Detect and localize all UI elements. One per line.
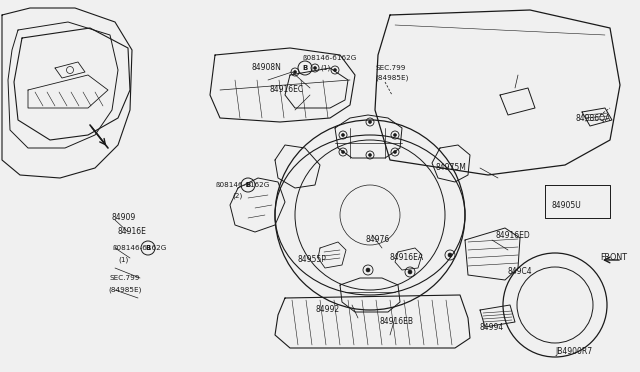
Circle shape bbox=[314, 67, 317, 70]
Text: 84975M: 84975M bbox=[435, 164, 466, 173]
Circle shape bbox=[448, 253, 452, 257]
Circle shape bbox=[369, 154, 371, 157]
Text: 84986QA: 84986QA bbox=[575, 113, 611, 122]
Text: ß08146-6162G: ß08146-6162G bbox=[215, 182, 269, 188]
Text: 84955P: 84955P bbox=[298, 256, 327, 264]
Text: 84992: 84992 bbox=[315, 305, 339, 314]
Circle shape bbox=[408, 270, 412, 274]
Circle shape bbox=[366, 268, 370, 272]
Text: (1): (1) bbox=[118, 257, 128, 263]
Text: JB4900R7: JB4900R7 bbox=[555, 347, 592, 356]
Text: FRONT: FRONT bbox=[600, 253, 627, 263]
Text: 84916EB: 84916EB bbox=[380, 317, 414, 327]
Text: (1): (1) bbox=[320, 65, 330, 71]
Text: 84908N: 84908N bbox=[252, 64, 282, 73]
Text: SEC.799: SEC.799 bbox=[110, 275, 140, 281]
Circle shape bbox=[394, 134, 397, 137]
Text: 84916E: 84916E bbox=[118, 228, 147, 237]
Circle shape bbox=[369, 121, 371, 124]
Text: 84905U: 84905U bbox=[552, 201, 582, 209]
Circle shape bbox=[342, 151, 344, 154]
Text: (84985E): (84985E) bbox=[375, 75, 408, 81]
Text: 84994: 84994 bbox=[480, 324, 504, 333]
Text: ß08146-6162G: ß08146-6162G bbox=[112, 245, 166, 251]
Text: 849C4: 849C4 bbox=[508, 267, 532, 276]
Circle shape bbox=[394, 151, 397, 154]
Text: SEC.799: SEC.799 bbox=[375, 65, 405, 71]
Text: 84916EC: 84916EC bbox=[270, 86, 304, 94]
Text: B: B bbox=[302, 65, 308, 71]
Text: ß08146-6162G: ß08146-6162G bbox=[302, 55, 356, 61]
Text: (84985E): (84985E) bbox=[108, 287, 141, 293]
Text: B: B bbox=[145, 245, 150, 251]
Text: 84909: 84909 bbox=[112, 214, 136, 222]
Text: (2): (2) bbox=[232, 193, 243, 199]
Circle shape bbox=[294, 71, 296, 74]
Text: B: B bbox=[245, 182, 251, 188]
Text: 84976: 84976 bbox=[365, 235, 389, 244]
Text: 84916EA: 84916EA bbox=[390, 253, 424, 263]
Text: 84916ED: 84916ED bbox=[495, 231, 530, 240]
Circle shape bbox=[342, 134, 344, 137]
Circle shape bbox=[333, 68, 337, 71]
